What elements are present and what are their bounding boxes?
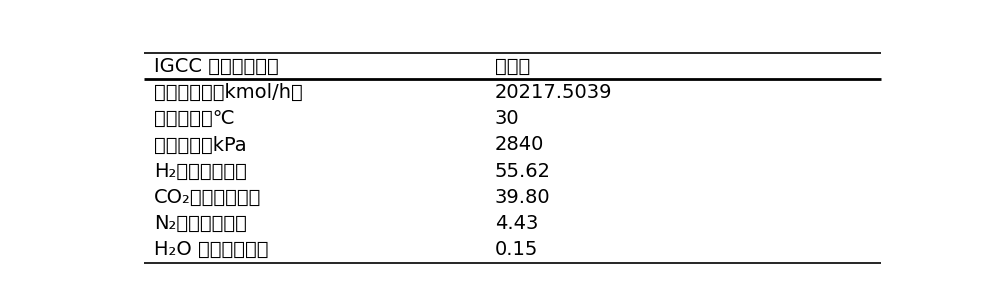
Text: 气体流量，（kmol/h）: 气体流量，（kmol/h） [154, 83, 302, 102]
Text: 气体压力，kPa: 气体压力，kPa [154, 136, 246, 155]
Text: IGCC 给定主要参数: IGCC 给定主要参数 [154, 57, 278, 76]
Text: H₂摩尔分率，％: H₂摩尔分率，％ [154, 162, 247, 181]
Text: 20217.5039: 20217.5039 [495, 83, 612, 102]
Text: 39.80: 39.80 [495, 188, 550, 207]
Text: N₂摩尔分率，％: N₂摩尔分率，％ [154, 214, 247, 233]
Text: 2840: 2840 [495, 136, 544, 155]
Text: CO₂摩尔分率，％: CO₂摩尔分率，％ [154, 188, 261, 207]
Text: 4.43: 4.43 [495, 214, 538, 233]
Text: 55.62: 55.62 [495, 162, 551, 181]
Text: 气体温度，℃: 气体温度，℃ [154, 109, 234, 128]
Text: 参数值: 参数值 [495, 57, 530, 76]
Text: 0.15: 0.15 [495, 240, 538, 259]
Text: H₂O 摩尔分率，％: H₂O 摩尔分率，％ [154, 240, 268, 259]
Text: 30: 30 [495, 109, 519, 128]
